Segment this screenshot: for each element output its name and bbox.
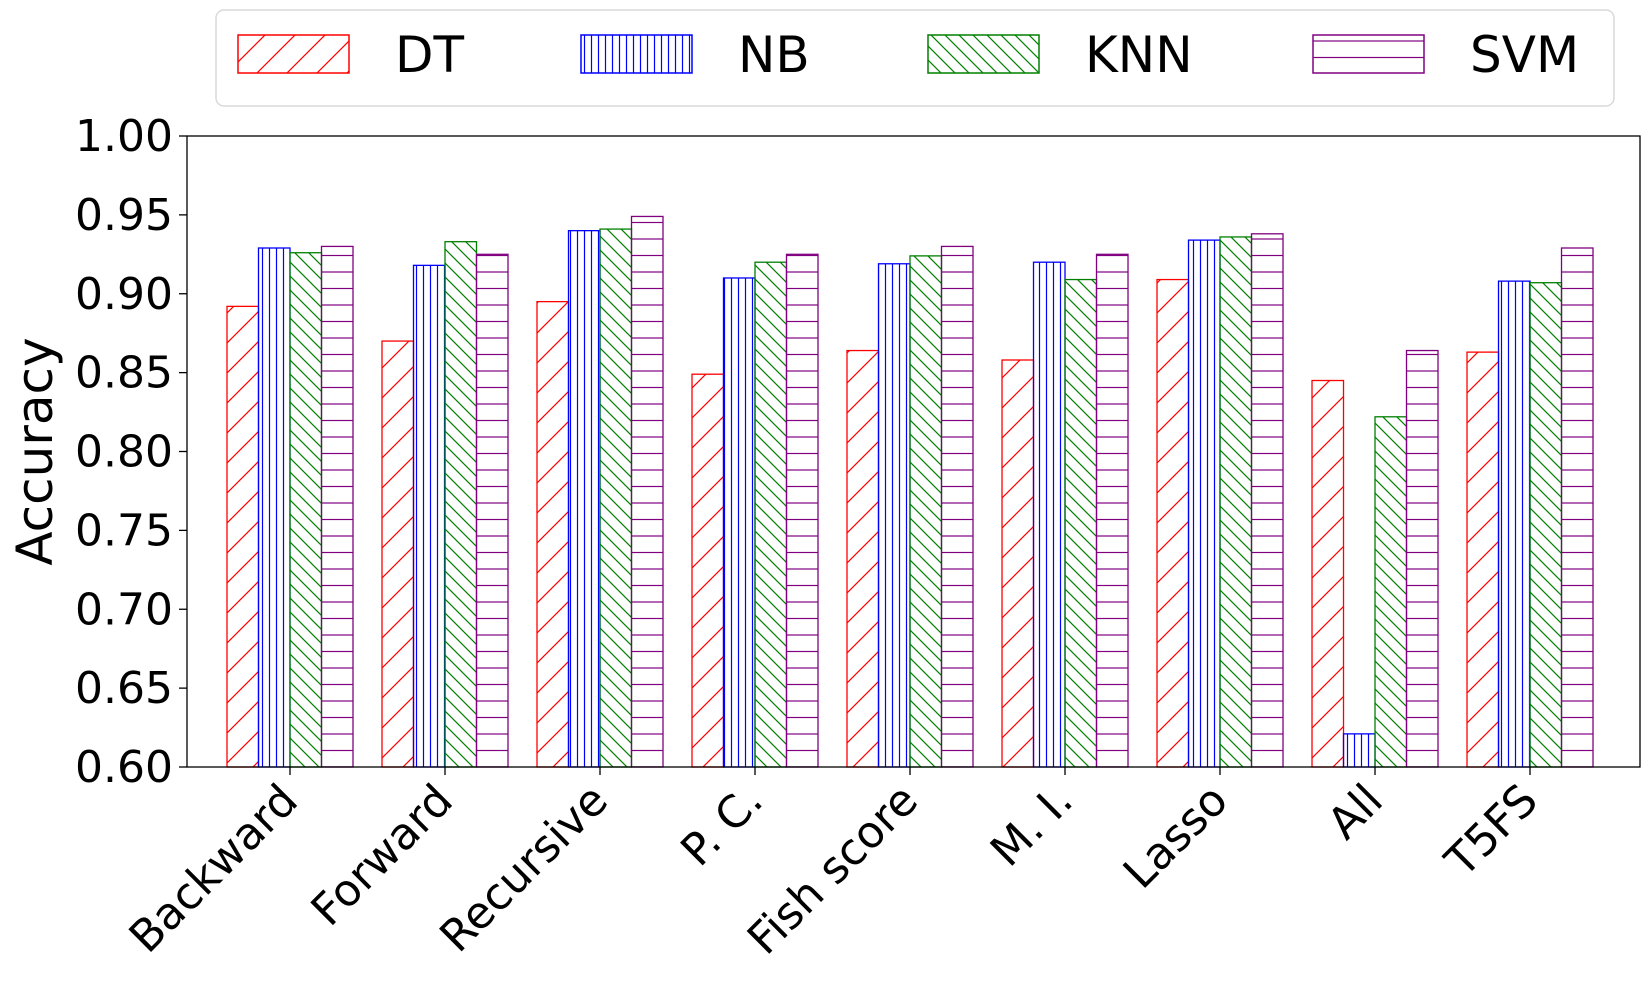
y-tick-label: 0.60	[75, 742, 173, 793]
bar-dt-2	[536, 300, 570, 768]
x-tick-label: Forward	[302, 775, 463, 936]
y-tick-label: 0.95	[75, 190, 173, 241]
bar-svm-0	[320, 245, 354, 768]
bar-knn-0	[289, 252, 323, 768]
bar-knn-5	[1064, 278, 1098, 768]
bar-dt-3	[691, 373, 725, 768]
bar-svm-7	[1405, 349, 1439, 768]
bars	[226, 215, 1594, 768]
legend-label-svm: SVM	[1470, 26, 1579, 84]
bar-knn-7	[1374, 416, 1408, 768]
bar-dt-0	[226, 305, 260, 768]
legend-label-dt: DT	[395, 26, 465, 84]
bar-knn-6	[1219, 236, 1253, 768]
y-tick-label: 0.70	[75, 584, 173, 635]
bar-nb-5	[1032, 261, 1066, 768]
bar-svm-3	[785, 253, 819, 768]
bar-svm-8	[1560, 247, 1594, 768]
bar-nb-8	[1497, 280, 1531, 768]
y-tick-label: 0.75	[75, 505, 173, 556]
bar-knn-2	[599, 228, 633, 768]
y-axis-label: Accuracy	[6, 337, 64, 565]
legend-box	[215, 9, 1615, 107]
legend-swatch-svm	[1312, 34, 1425, 74]
bar-dt-4	[846, 349, 880, 768]
legend-label-nb: NB	[738, 26, 810, 84]
bar-svm-6	[1250, 233, 1284, 768]
bar-nb-3	[722, 277, 756, 768]
bar-knn-4	[909, 255, 943, 768]
x-tick-label: Lasso	[1114, 775, 1238, 899]
legend-swatch-nb	[580, 34, 693, 74]
bar-knn-8	[1529, 282, 1563, 768]
bar-dt-8	[1466, 351, 1500, 768]
bar-dt-5	[1001, 359, 1035, 768]
bar-dt-1	[381, 340, 415, 768]
bar-knn-1	[444, 241, 478, 768]
bar-nb-6	[1187, 239, 1221, 768]
y-tick-label: 0.85	[75, 348, 173, 399]
bar-nb-7	[1342, 733, 1376, 768]
bar-nb-2	[567, 229, 601, 768]
y-tick-label: 1.00	[75, 111, 173, 162]
y-tick-label: 0.80	[75, 427, 173, 478]
legend-swatch-knn	[927, 34, 1040, 74]
bar-nb-0	[257, 247, 291, 768]
y-tick-label: 0.90	[75, 269, 173, 320]
bar-svm-1	[475, 253, 509, 768]
bar-nb-1	[412, 264, 446, 768]
bar-svm-4	[940, 245, 974, 768]
y-tick-label: 0.65	[75, 663, 173, 714]
legend: DT NB KNN SVM	[215, 9, 1615, 107]
x-tick-label: M. I.	[981, 775, 1083, 877]
bar-svm-2	[630, 215, 664, 768]
x-tick-label: T5FS	[1435, 775, 1548, 888]
bar-knn-3	[754, 261, 788, 768]
legend-swatch-dt	[237, 34, 350, 74]
legend-label-knn: KNN	[1085, 26, 1193, 84]
x-tick-label: P. C.	[671, 775, 772, 876]
x-tick-label: Backward	[120, 775, 308, 963]
x-tick-label: Recursive	[430, 775, 617, 962]
bar-nb-4	[877, 263, 911, 768]
bar-svm-5	[1095, 253, 1129, 768]
x-tick-label: Fish score	[738, 775, 928, 965]
bar-dt-7	[1311, 379, 1345, 768]
x-tick-label: All	[1318, 775, 1393, 850]
bar-dt-6	[1156, 278, 1190, 768]
